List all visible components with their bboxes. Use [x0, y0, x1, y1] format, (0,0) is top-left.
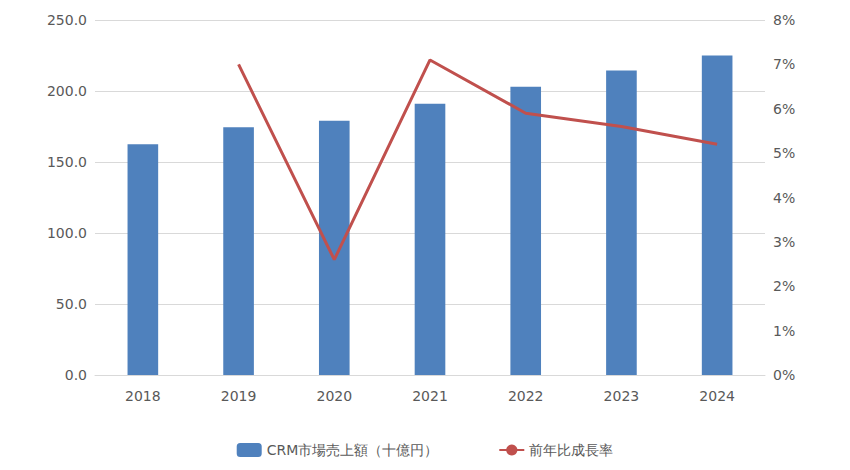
- svg-text:50.0: 50.0: [56, 296, 87, 312]
- svg-text:2024: 2024: [699, 388, 735, 404]
- svg-text:2022: 2022: [508, 388, 544, 404]
- svg-text:0.0: 0.0: [65, 367, 87, 383]
- svg-text:200.0: 200.0: [47, 83, 87, 99]
- svg-text:2019: 2019: [221, 388, 257, 404]
- svg-text:2021: 2021: [412, 388, 448, 404]
- svg-text:0%: 0%: [773, 367, 795, 383]
- svg-text:1%: 1%: [773, 323, 795, 339]
- svg-text:6%: 6%: [773, 101, 795, 117]
- svg-text:CRM市場売上額（十億円）: CRM市場売上額（十億円）: [267, 442, 439, 458]
- svg-text:7%: 7%: [773, 56, 795, 72]
- svg-text:2020: 2020: [316, 388, 352, 404]
- svg-text:8%: 8%: [773, 12, 795, 28]
- svg-text:100.0: 100.0: [47, 225, 87, 241]
- svg-text:4%: 4%: [773, 190, 795, 206]
- svg-text:2018: 2018: [125, 388, 161, 404]
- svg-text:5%: 5%: [773, 145, 795, 161]
- svg-text:150.0: 150.0: [47, 154, 87, 170]
- svg-text:3%: 3%: [773, 234, 795, 250]
- svg-text:250.0: 250.0: [47, 12, 87, 28]
- svg-text:2%: 2%: [773, 278, 795, 294]
- svg-text:2023: 2023: [604, 388, 640, 404]
- svg-text:前年比成長率: 前年比成長率: [529, 442, 613, 458]
